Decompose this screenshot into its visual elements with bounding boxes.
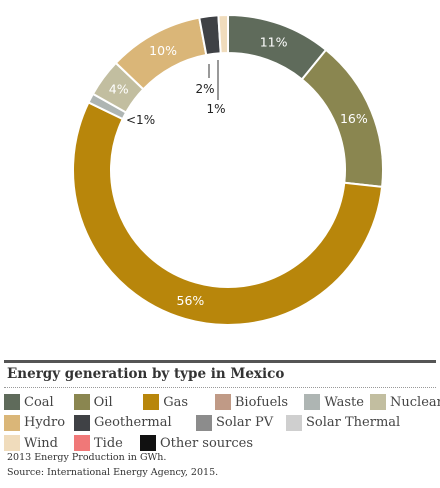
slice-gas	[72, 101, 384, 326]
legend-item-biofuels: Biofuels	[214, 394, 305, 411]
slice-wind	[217, 13, 229, 55]
data-label-nuclear: 4%	[109, 82, 129, 97]
legend-item-coal: Coal	[4, 394, 74, 411]
legend-label: Gas	[163, 394, 189, 410]
legend-row: Hydro Geothermal Solar PV Solar Thermal	[4, 413, 436, 434]
data-label-hydro: 10%	[149, 43, 177, 58]
data-label-waste: <1%	[126, 113, 155, 127]
legend-swatch	[304, 394, 321, 411]
legend-label: Solar Thermal	[306, 415, 401, 431]
legend-label: Biofuels	[234, 394, 289, 410]
chart-title: Energy generation by type in Mexico	[7, 366, 285, 382]
legend-item-oil: Oil	[73, 394, 144, 411]
legend-item-waste: Waste	[304, 394, 370, 411]
legend-swatch	[4, 414, 20, 431]
legend-item-hydro: Hydro	[4, 414, 74, 431]
legend-item-geothermal: Geothermal	[74, 414, 196, 431]
legend-swatch	[286, 414, 302, 431]
legend-label: Other sources	[160, 435, 254, 451]
legend: Coal Oil Gas Biofuels Waste Nuclear Hydro Geoth…	[4, 392, 440, 454]
legend-swatch	[214, 394, 231, 411]
legend-swatch	[74, 435, 90, 452]
legend-label: Waste	[324, 394, 364, 410]
note-source: Source: International Energy Agency, 201…	[7, 467, 219, 478]
data-label-geothermal: 2%	[195, 82, 214, 96]
legend-item-tide: Tide	[74, 435, 140, 452]
note-production: 2013 Energy Production in GWh.	[7, 452, 167, 463]
legend-item-wind: Wind	[4, 435, 74, 452]
title-divider	[4, 387, 436, 388]
legend-item-solar-pv: Solar PV	[196, 414, 286, 431]
legend-swatch	[370, 394, 387, 411]
legend-swatch	[4, 435, 20, 452]
data-label-wind: 1%	[206, 102, 225, 116]
legend-label: Hydro	[24, 415, 66, 431]
legend-swatch	[143, 394, 160, 411]
legend-label: Solar PV	[216, 415, 274, 431]
legend-swatch	[196, 414, 212, 431]
data-label-oil: 16%	[340, 111, 368, 126]
legend-label: Coal	[24, 394, 54, 410]
legend-label: Nuclear	[390, 394, 440, 410]
legend-item-nuclear: Nuclear	[370, 394, 440, 411]
legend-item-other-sources: Other sources	[140, 435, 300, 452]
legend-label: Oil	[93, 394, 113, 410]
legend-item-gas: Gas	[143, 394, 215, 411]
legend-swatch	[140, 435, 156, 452]
data-label-gas: 56%	[177, 293, 205, 308]
legend-swatch	[73, 394, 90, 411]
data-label-coal: 11%	[260, 34, 288, 49]
legend-item-solar-thermal: Solar Thermal	[286, 414, 436, 431]
legend-row: Coal Oil Gas Biofuels Waste Nuclear	[4, 392, 440, 413]
legend-swatch	[74, 414, 90, 431]
donut-chart: 11% 16% 56% <1% 4% 10% 2% 1%	[72, 13, 384, 326]
legend-swatch	[4, 394, 20, 411]
legend-label: Tide	[94, 435, 123, 451]
legend-row: Wind Tide Other sources	[4, 433, 436, 454]
legend-label: Geothermal	[94, 415, 172, 431]
title-rule	[4, 360, 436, 363]
legend-label: Wind	[24, 435, 58, 451]
